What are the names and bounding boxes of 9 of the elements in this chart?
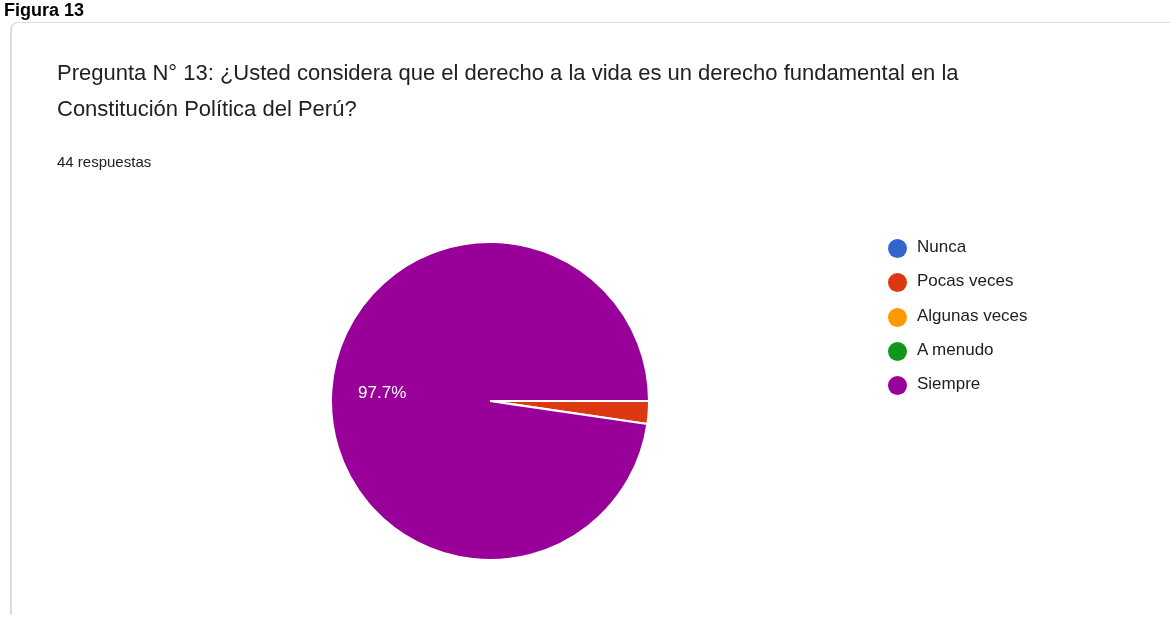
data-label: 97.7% <box>358 382 407 402</box>
chart-title: Pregunta N° 13: ¿Usted considera que el derecho a la vida es un derecho fundamental en la Constitución Política del Perú? <box>57 59 960 123</box>
legend-label: A menudo <box>917 339 994 360</box>
legend-label: Siempre <box>917 374 981 395</box>
legend-label: Pocas veces <box>917 271 1014 292</box>
text: 44 respuestas <box>57 153 152 170</box>
legend-label: Nunca <box>917 237 967 257</box>
legend-label: Algunas veces <box>917 305 1028 326</box>
text: Figura 13 <box>4 0 85 20</box>
